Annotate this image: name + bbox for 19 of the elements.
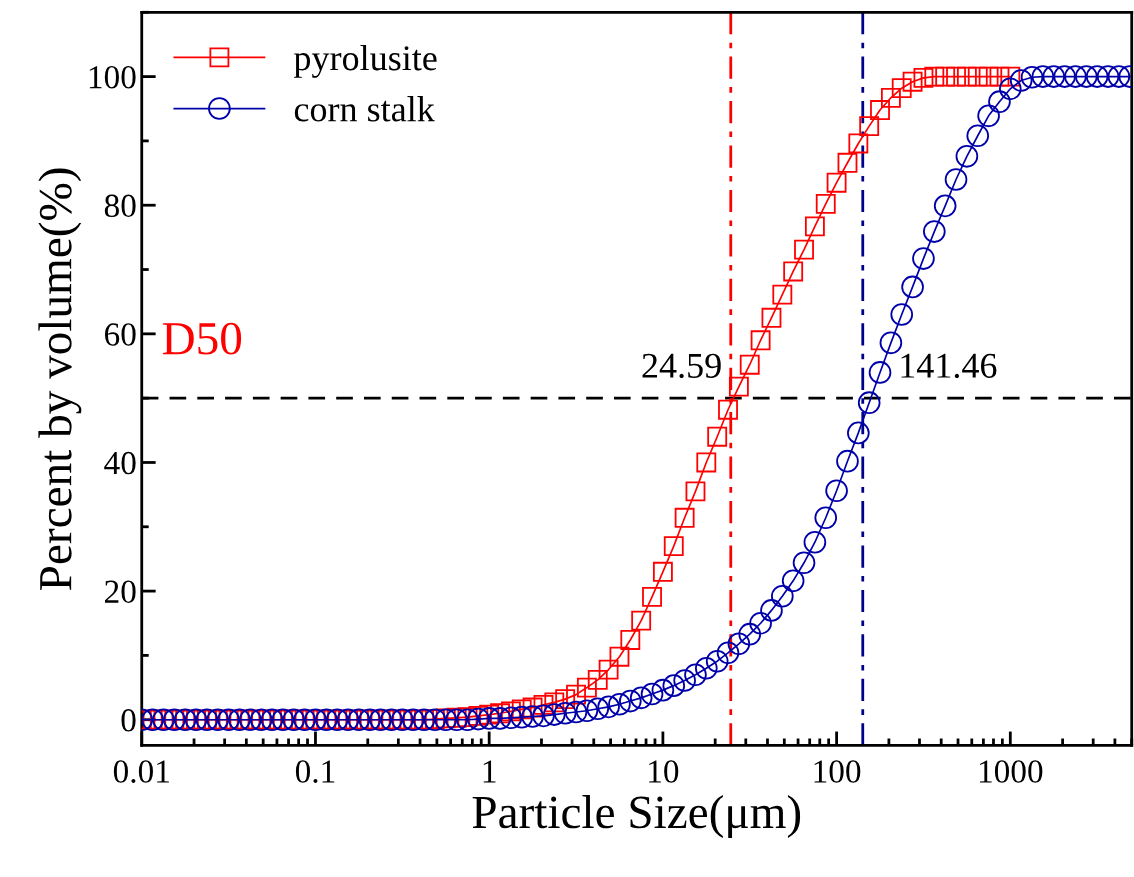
x-tick-label: 100 (814, 760, 861, 783)
annotation: D50 (162, 322, 242, 355)
ref-line-label: 24.59 (642, 353, 721, 379)
y-tick-label: 40 (104, 451, 136, 475)
legend-label: pyrolusite (294, 45, 437, 78)
ref-line-label: 141.46 (901, 353, 997, 379)
x-tick-label: 0.01 (113, 760, 169, 783)
y-tick-label: 0 (121, 709, 136, 732)
y-tick-label: 20 (105, 580, 136, 603)
legend-label: corn stalk (294, 96, 435, 122)
y-axis-title: Percent by volume(%) (38, 168, 82, 590)
y-tick-label: 100 (89, 65, 136, 89)
y-tick-label: 60 (104, 323, 136, 346)
x-tick-label: 1000 (979, 760, 1043, 783)
x-tick-label: 0.1 (295, 760, 335, 783)
y-tick-label: 80 (104, 194, 136, 218)
x-tick-label: 1 (483, 760, 496, 783)
x-tick-label: 10 (649, 760, 679, 783)
x-axis-title: Particle Size(μm) (472, 795, 801, 838)
